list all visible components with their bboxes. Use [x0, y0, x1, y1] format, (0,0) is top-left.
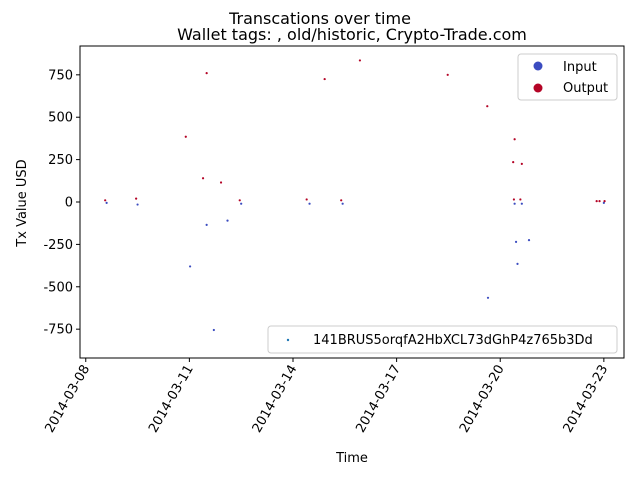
input-point: [226, 219, 229, 222]
input-point: [516, 262, 519, 265]
input-point: [602, 201, 605, 204]
input-point: [188, 265, 192, 268]
legend-address-marker: [286, 338, 290, 342]
output-point: [512, 198, 516, 201]
x-tick-label: 2014-03-20: [457, 362, 508, 435]
legend-top-frame: [517, 53, 618, 101]
output-point: [184, 135, 187, 138]
y-tick-label: -750: [43, 323, 73, 338]
output-point: [323, 77, 326, 81]
output-point: [238, 199, 241, 202]
output-point: [603, 200, 606, 203]
input-point: [486, 296, 490, 299]
output-point: [598, 200, 601, 203]
chart-subtitle: Wallet tags: , old/historic, Crypto-Trad…: [177, 25, 527, 44]
input-point: [520, 202, 523, 205]
legend-input-marker: [533, 61, 543, 71]
input-point: [212, 328, 215, 332]
x-tick-label: 2014-03-08: [42, 363, 93, 436]
input-point: [527, 239, 531, 242]
output-point: [512, 161, 515, 164]
output-point: [520, 162, 523, 165]
output-point: [358, 59, 362, 62]
input-point: [240, 202, 243, 205]
y-tick-label: 0: [65, 196, 73, 211]
output-point: [446, 73, 449, 76]
y-tick-label: 250: [48, 153, 73, 168]
x-axis-label: Time: [335, 451, 368, 466]
y-tick-label: 750: [48, 68, 73, 83]
legend-top: Input Output: [517, 53, 618, 101]
output-point: [201, 177, 205, 180]
legend-output-marker: [533, 83, 543, 93]
legend-address-label: 141BRUS5orqfA2HbXCL73dGhP4z765b3Dd: [313, 333, 593, 348]
input-point: [136, 203, 139, 206]
input-point: [513, 202, 516, 205]
x-tick-label: 2014-03-14: [250, 363, 301, 436]
output-point: [513, 138, 516, 141]
output-point: [104, 199, 107, 202]
y-axis-label: Tx Value USD: [15, 159, 30, 247]
x-tick-label: 2014-03-11: [146, 363, 197, 436]
output-point: [135, 197, 138, 200]
input-point: [308, 202, 311, 205]
chart-title: Transcations over time: [228, 9, 411, 28]
output-point: [486, 105, 489, 108]
output-point: [219, 181, 223, 184]
legend-bottom: 141BRUS5orqfA2HbXCL73dGhP4z765b3Dd: [267, 325, 618, 354]
legend-input-label: Input: [563, 60, 597, 75]
output-point: [340, 199, 343, 202]
output-point: [519, 198, 522, 201]
data-points: [104, 59, 606, 332]
legend-bottom-frame: [267, 325, 618, 354]
input-point: [205, 223, 208, 226]
output-point: [595, 200, 598, 203]
input-point: [514, 240, 518, 243]
x-tick-label: 2014-03-17: [353, 363, 404, 436]
y-tick-label: -250: [43, 238, 73, 253]
y-tick-label: -500: [43, 280, 73, 295]
legend-output-label: Output: [563, 81, 608, 96]
y-tick-label: 500: [48, 111, 73, 126]
input-point: [341, 202, 344, 205]
x-tick-label: 2014-03-23: [561, 363, 612, 436]
input-point: [105, 201, 108, 204]
output-point: [305, 198, 308, 201]
output-point: [205, 72, 208, 75]
